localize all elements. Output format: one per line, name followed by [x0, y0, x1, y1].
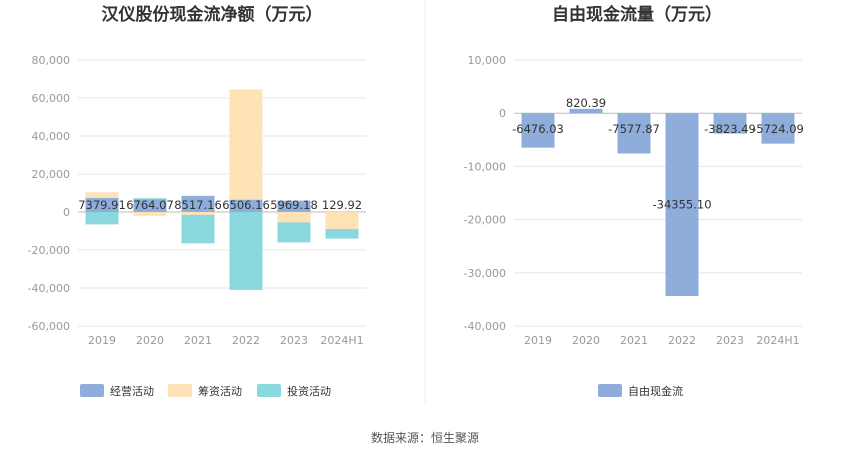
bar-financing-2024h1 [325, 212, 359, 230]
bar-investing-2024h1 [325, 229, 359, 239]
y-tick-label: -10,000 [464, 160, 506, 173]
x-tick-label: 2024H1 [756, 334, 799, 347]
y-tick-label: -60,000 [28, 320, 70, 333]
legend-swatch [598, 384, 622, 397]
bar-free-cash-flow-2019 [521, 113, 555, 148]
y-tick-label: -20,000 [28, 244, 70, 257]
data-label: 6506.16 [222, 198, 270, 212]
x-tick-label: 2021 [620, 334, 648, 347]
source-note: 数据来源：恒生聚源 [371, 430, 479, 445]
bar-operating-2020 [133, 199, 167, 212]
data-label: 820.39 [566, 96, 606, 110]
x-tick-label: 2022 [232, 334, 260, 347]
bar-operating-2019 [85, 197, 119, 212]
legend-swatch [257, 384, 281, 397]
bar-financing-2022 [229, 89, 263, 200]
bar-investing-2023 [277, 222, 311, 243]
legend-label: 自由现金流 [628, 384, 683, 398]
legend-label: 投资活动 [287, 384, 331, 398]
legend-swatch [168, 384, 192, 397]
legend-label: 筹资活动 [198, 384, 242, 398]
bar-financing-2023 [277, 212, 311, 223]
y-tick-label: 0 [63, 206, 70, 219]
data-label: 5969.18 [270, 198, 318, 212]
chart-title: 自由现金流量（万元） [552, 4, 722, 25]
x-tick-label: 2019 [524, 334, 552, 347]
x-tick-label: 2020 [572, 334, 600, 347]
y-tick-label: 60,000 [32, 92, 71, 105]
data-label: -3823.49 [704, 122, 756, 136]
y-tick-label: 0 [499, 107, 506, 120]
data-label: 6764.07 [126, 198, 174, 212]
data-label: -34355.10 [652, 198, 711, 212]
x-tick-label: 2022 [668, 334, 696, 347]
y-tick-label: -30,000 [464, 267, 506, 280]
bar-investing-2020 [133, 198, 167, 200]
bar-operating-2021 [181, 195, 215, 212]
bar-free-cash-flow-2022 [665, 113, 699, 296]
bar-free-cash-flow-2023 [713, 113, 747, 134]
x-tick-label: 2023 [280, 334, 308, 347]
data-label: -7577.87 [608, 122, 660, 136]
bar-free-cash-flow-2021 [617, 113, 651, 154]
bar-financing-2021 [181, 212, 215, 215]
y-tick-label: 80,000 [32, 54, 71, 67]
x-tick-label: 2021 [184, 334, 212, 347]
y-tick-label: -40,000 [464, 320, 506, 333]
bar-investing-2019 [85, 212, 119, 225]
bar-financing-2020 [133, 212, 167, 216]
bar-free-cash-flow-2024h1 [761, 113, 795, 144]
data-label: 129.92 [322, 198, 362, 212]
bar-investing-2022 [229, 212, 263, 290]
left-chart: 汉仪股份现金流净额（万元） 80,000 60,000 40,000 20,000 0 -2… [28, 4, 366, 398]
y-tick-label: -20,000 [464, 214, 506, 227]
y-tick-label: -40,000 [28, 282, 70, 295]
x-tick-label: 2019 [88, 334, 116, 347]
legend-label: 经营活动 [110, 384, 154, 398]
chart-title: 汉仪股份现金流净额（万元） [102, 4, 323, 25]
x-tick-label: 2024H1 [320, 334, 363, 347]
data-label: 8517.16 [174, 198, 222, 212]
right-chart: 自由现金流量（万元） 10,000 0 -10,000 -20,000 -30,000 -4… [464, 4, 804, 398]
bar-investing-2021 [181, 214, 215, 244]
bar-free-cash-flow-2020 [569, 108, 603, 114]
data-label: 7379.91 [78, 198, 126, 212]
x-tick-label: 2023 [716, 334, 744, 347]
data-label: -5724.09 [752, 122, 804, 136]
legend-swatch [80, 384, 104, 397]
bar-operating-2023 [277, 200, 311, 212]
x-tick-label: 2020 [136, 334, 164, 347]
bar-financing-2019 [85, 192, 119, 198]
bar-operating-2022 [229, 199, 263, 212]
y-tick-label: 20,000 [32, 168, 71, 181]
data-label: -6476.03 [512, 122, 564, 136]
y-tick-label: 10,000 [468, 54, 507, 67]
y-tick-label: 40,000 [32, 130, 71, 143]
